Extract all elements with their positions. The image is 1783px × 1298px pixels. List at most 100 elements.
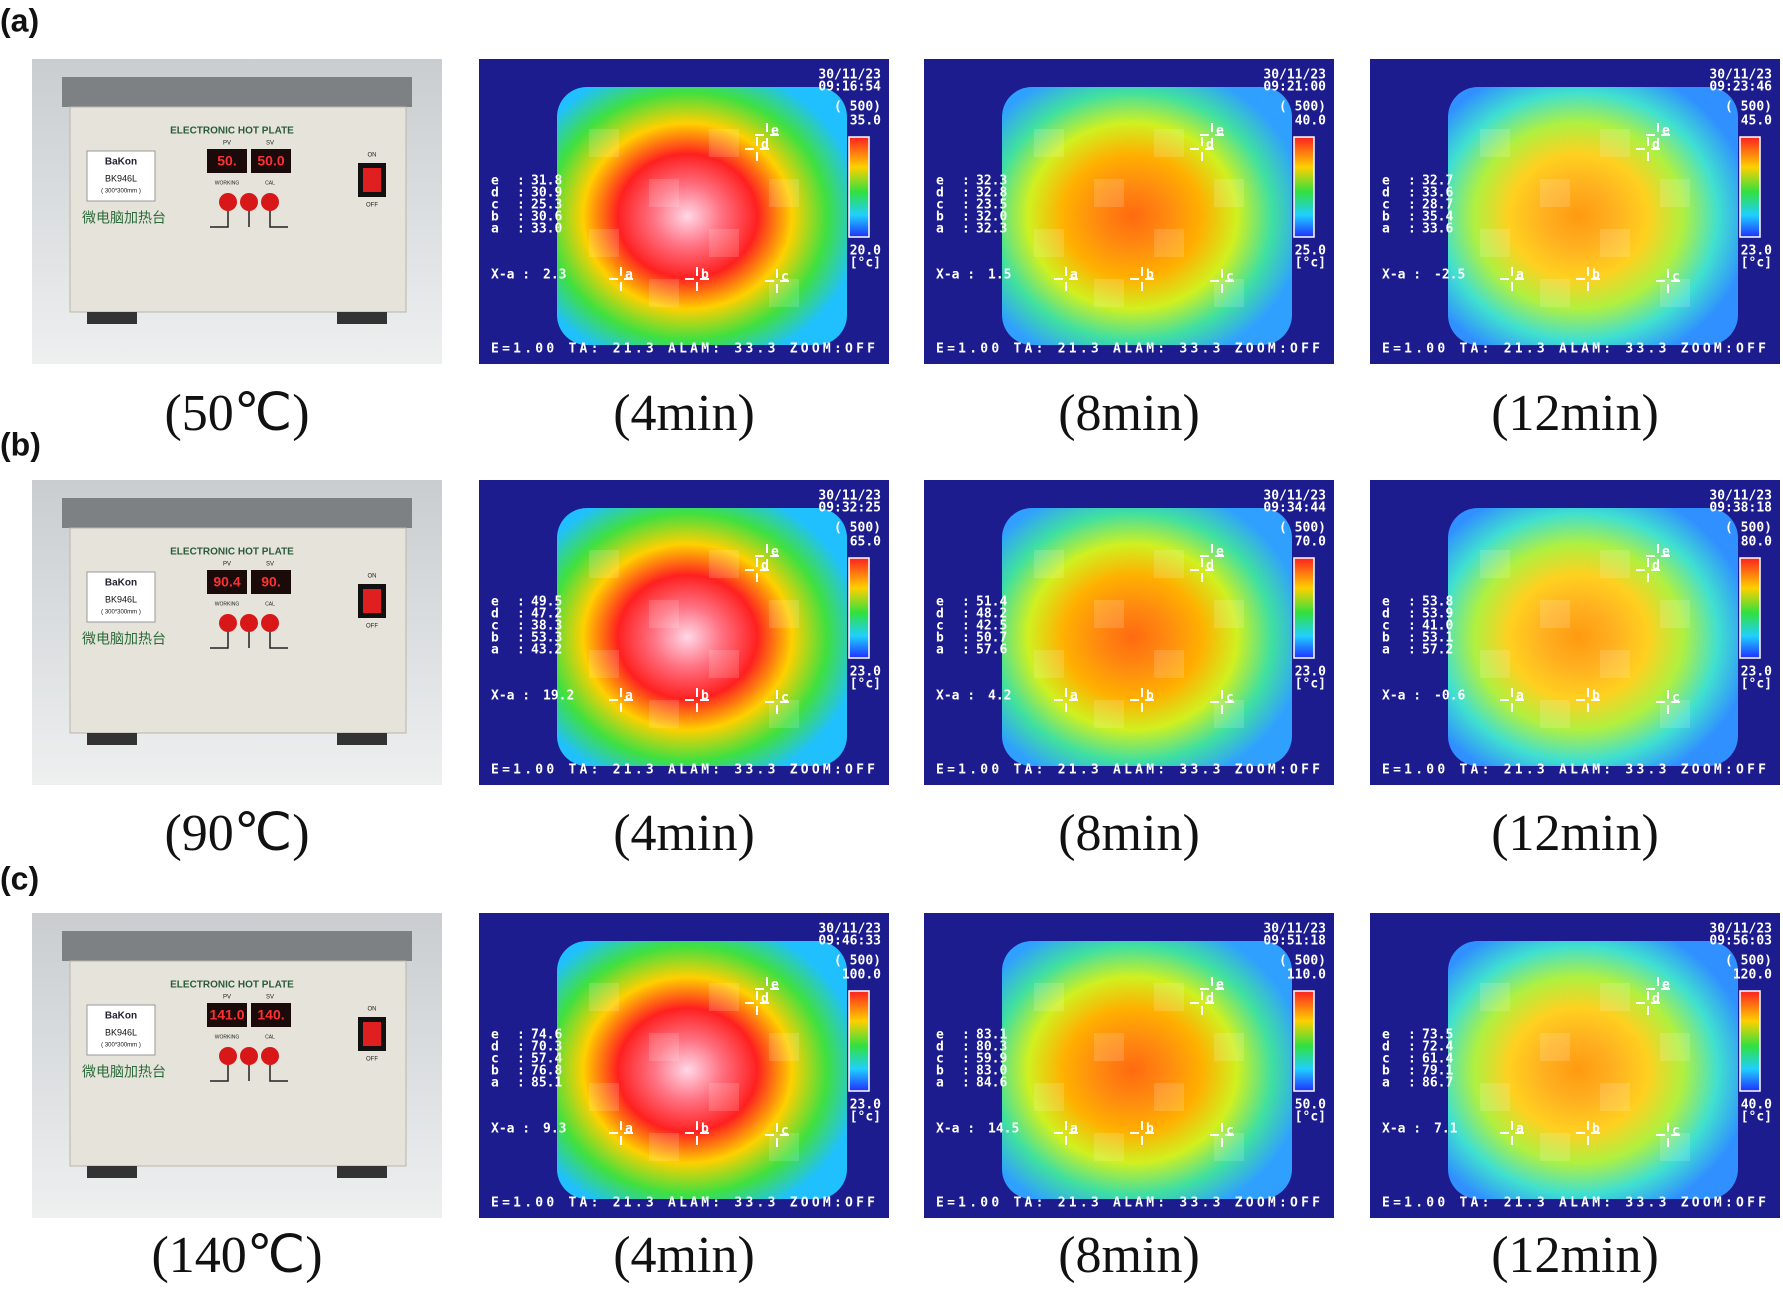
separator: : [1408,631,1416,646]
heat-region [1002,941,1292,1199]
x-a-value: 1.5 [988,268,1011,283]
pattern-cell [649,1033,679,1061]
crosshair [1500,688,1524,712]
crosshair [765,1123,789,1147]
button [261,614,279,632]
x-a-value: 14.5 [988,1122,1019,1137]
device-title: ELECTRONIC HOT PLATE [170,126,294,137]
photo-caption: (90℃) [164,805,309,862]
pattern-cell [1154,1083,1184,1111]
separator: : [1408,174,1416,189]
pv-display [207,570,247,594]
pattern-cell [1480,229,1510,257]
pattern-cell [709,229,739,257]
hot-plate-body [69,106,407,313]
point-label: d [761,138,769,153]
brand: BaKon [105,1011,137,1022]
brand: BaKon [105,578,137,589]
pattern-cell [769,279,799,307]
reading-point: a [1382,222,1390,237]
reading-point: e [936,595,944,610]
button [219,1047,237,1065]
crosshair [1646,544,1670,568]
size: ( 300*300mm ) [101,189,141,195]
crosshair [765,269,789,293]
sv-label: SV [266,141,274,147]
model: BK946L [105,1027,137,1037]
sv-value: 140. [257,1007,284,1023]
pattern-cell [589,129,619,157]
pattern-cell [1094,1133,1124,1161]
foot [87,312,137,324]
reading-value: 74.6 [531,1028,562,1043]
reading-point: d [491,607,499,622]
reading-value: 48.2 [976,607,1007,622]
crosshair [1636,558,1660,582]
point-label: e [1216,124,1224,139]
reading-point: a [1382,643,1390,658]
reading-point: c [491,198,499,213]
point-label: d [761,559,769,574]
pattern-cell [649,1133,679,1161]
pattern-cell [1660,279,1690,307]
status-footer: E=1.00 TA: 21.3 ALAM: 33.3 ZOOM:OFF [491,1196,875,1211]
heat-region [1002,87,1292,345]
device-title: ELECTRONIC HOT PLATE [170,547,294,558]
off-label: OFF [366,624,378,630]
emissivity: ( 500) [1725,100,1772,115]
crosshair [1636,137,1660,161]
point-label: e [1662,124,1670,139]
separator: : [517,631,525,646]
pv-display [207,149,247,173]
reading-value: 83.0 [976,1064,1007,1079]
sv-display [251,1003,291,1027]
heat-region [557,941,847,1199]
pattern-cell [589,983,619,1011]
pattern-cell [1660,1033,1690,1061]
x-a-label: X-a : [491,1122,530,1137]
x-a-value: 7.1 [1434,1122,1458,1137]
crosshair [1210,1123,1234,1147]
reading-point: c [491,1052,499,1067]
pattern-cell [1600,229,1630,257]
point-label: c [781,270,789,285]
x-a-value: 9.3 [543,1122,566,1137]
thermal-caption: (8min) [1058,805,1200,862]
crosshair [755,123,779,147]
unit: [°c] [1741,1110,1772,1125]
crosshair [1130,688,1154,712]
pv-label: PV [223,141,231,147]
point-label: e [1662,545,1670,560]
scale-min: 50.0 [1295,1098,1326,1113]
pattern-cell [1094,1033,1124,1061]
reading-value: 33.6 [1422,222,1453,237]
brand-label [86,150,156,202]
separator: : [1408,607,1416,622]
point-label: c [1226,270,1234,285]
pattern-cell [1214,179,1244,207]
pattern-cell [1094,179,1124,207]
hot-plate-top [62,931,412,961]
pattern-cell [1480,650,1510,678]
separator: : [962,222,970,237]
crosshair [1646,977,1670,1001]
separator: : [1408,643,1416,658]
date: 30/11/23 [1709,489,1772,504]
crosshair [609,1121,633,1145]
thermal-caption: (4min) [613,1227,755,1284]
separator: : [517,210,525,225]
scale-max: 120.0 [1733,968,1772,983]
scale-min: 40.0 [1741,1098,1772,1113]
button [219,193,237,211]
point-label: c [1672,1124,1680,1139]
heat-region [1002,508,1292,766]
color-bar [848,557,870,659]
power-rocker [363,589,381,613]
reading-value: 51.4 [976,595,1007,610]
reading-point: e [1382,174,1390,189]
date: 30/11/23 [1709,922,1772,937]
pattern-cell [1480,983,1510,1011]
point-label: d [761,992,769,1007]
